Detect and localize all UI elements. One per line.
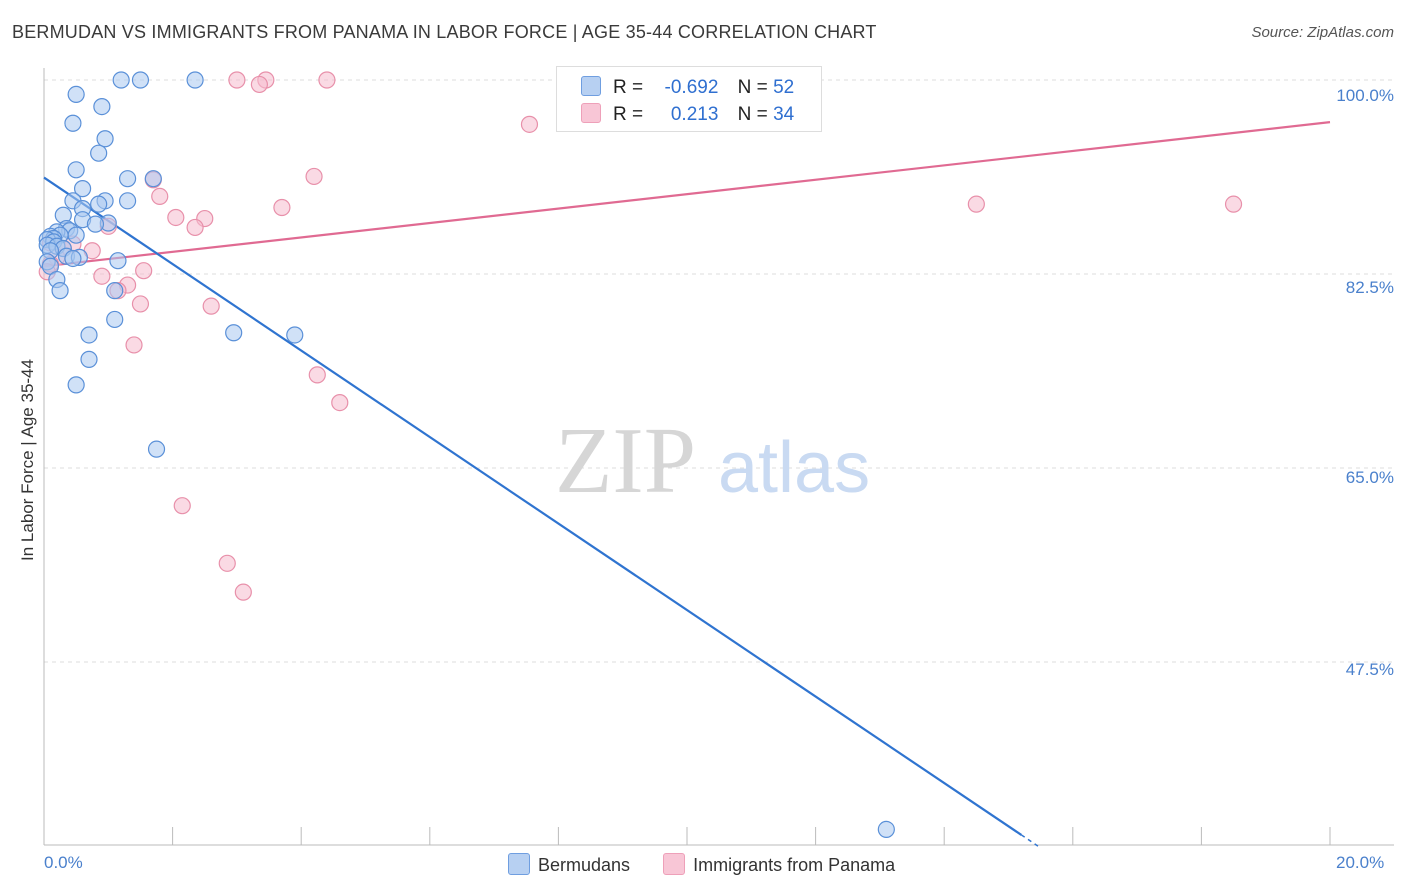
y-tick-label: 82.5% xyxy=(1345,278,1394,297)
data-point-panama xyxy=(331,393,349,412)
data-point-panama xyxy=(305,167,323,186)
data-point-panama xyxy=(202,297,220,315)
data-point-bermudans xyxy=(64,249,82,268)
x-tick-label: 0.0% xyxy=(44,853,83,872)
legend-item-bermudans: Bermudans xyxy=(508,853,630,876)
source-label: Source: ZipAtlas.com xyxy=(1251,24,1394,41)
data-point-bermudans xyxy=(96,130,114,148)
data-point-panama xyxy=(234,583,252,601)
data-point-panama xyxy=(273,198,291,217)
data-point-panama xyxy=(218,554,236,572)
grid-layer xyxy=(44,79,1394,663)
data-point-bermudans xyxy=(186,71,204,89)
watermark-atlas: atlas xyxy=(718,428,870,508)
data-point-bermudans xyxy=(118,170,137,188)
data-point-bermudans xyxy=(64,114,82,132)
data-point-bermudans xyxy=(51,282,69,300)
data-point-bermudans xyxy=(90,195,108,213)
y-tick-label: 65.0% xyxy=(1345,468,1394,487)
legend-r-label: R = xyxy=(613,104,644,125)
data-point-bermudans xyxy=(112,71,130,89)
legend-r-value: -0.692 xyxy=(664,77,719,98)
legend-swatch-blue xyxy=(508,853,530,875)
data-point-panama xyxy=(308,366,326,384)
legend-r-label: R = xyxy=(613,77,644,98)
data-point-bermudans xyxy=(67,161,85,179)
stats-legend: R = -0.692 N = 52 R = 0.213 N = 34 xyxy=(556,66,822,132)
data-point-panama xyxy=(135,262,153,280)
legend-n-label: N = xyxy=(737,77,768,98)
data-point-panama xyxy=(967,195,985,213)
data-point-panama xyxy=(520,115,539,133)
legend-n-value: 34 xyxy=(773,104,795,125)
x-tick-label: 20.0% xyxy=(1336,853,1385,872)
data-point-panama xyxy=(228,71,246,89)
legend-swatch-pink xyxy=(663,853,686,875)
legend-swatch-pink xyxy=(581,103,601,123)
legend-label-panama: Immigrants from Panama xyxy=(693,855,896,875)
data-point-bermudans xyxy=(131,71,150,89)
legend-r-value: 0.213 xyxy=(670,104,719,125)
legend-item-panama: Immigrants from Panama xyxy=(663,853,895,876)
y-axis-label: In Labor Force | Age 35-44 xyxy=(18,359,37,561)
data-point-panama xyxy=(167,208,185,227)
data-point-bermudans xyxy=(67,226,85,244)
legend-label-bermudans: Bermudans xyxy=(538,855,631,875)
series-legend: Bermudans Immigrants from Panama xyxy=(508,853,923,876)
data-point-bermudans xyxy=(86,215,105,233)
trend-line-panama xyxy=(43,121,1331,268)
chart-title: BERMUDAN VS IMMIGRANTS FROM PANAMA IN LA… xyxy=(12,22,877,42)
trend-layer xyxy=(43,121,1331,849)
legend-n-value: 52 xyxy=(773,77,795,98)
data-point-bermudans xyxy=(106,310,124,329)
axes-layer xyxy=(43,68,1394,846)
trend-line-bermudans xyxy=(43,176,1022,836)
data-point-bermudans xyxy=(118,192,137,210)
data-point-panama xyxy=(125,336,143,354)
y-tick-label: 100.0% xyxy=(1336,86,1394,105)
legend-swatch-blue xyxy=(581,76,601,96)
data-point-panama xyxy=(186,218,204,237)
data-point-bermudans xyxy=(286,326,304,344)
data-point-panama xyxy=(1224,195,1243,213)
data-point-bermudans xyxy=(67,376,85,394)
data-point-bermudans xyxy=(67,85,85,104)
data-point-bermudans xyxy=(877,820,895,838)
legend-row-panama: R = 0.213 N = 34 xyxy=(581,103,794,127)
data-point-bermudans xyxy=(73,180,92,198)
y-tick-label: 47.5% xyxy=(1345,660,1394,679)
data-point-bermudans xyxy=(109,252,127,270)
data-point-bermudans xyxy=(90,144,108,162)
watermark-zip: ZIP xyxy=(555,409,696,513)
points-layer xyxy=(38,71,1243,838)
data-point-panama xyxy=(173,497,191,515)
trend-line-bermudans-extension xyxy=(1020,834,1042,849)
data-point-bermudans xyxy=(80,326,98,344)
data-point-bermudans xyxy=(93,98,111,116)
data-point-bermudans xyxy=(80,350,98,368)
legend-n-label: N = xyxy=(737,104,768,125)
data-point-bermudans xyxy=(147,440,166,458)
data-point-panama xyxy=(93,267,111,285)
data-point-panama xyxy=(318,71,336,89)
data-point-panama xyxy=(151,187,169,205)
data-point-bermudans xyxy=(144,170,162,188)
data-point-bermudans xyxy=(225,324,243,342)
legend-row-bermudans: R = -0.692 N = 52 xyxy=(581,76,794,100)
data-point-bermudans xyxy=(106,282,124,300)
data-point-panama xyxy=(250,75,269,94)
data-point-panama xyxy=(131,295,150,313)
